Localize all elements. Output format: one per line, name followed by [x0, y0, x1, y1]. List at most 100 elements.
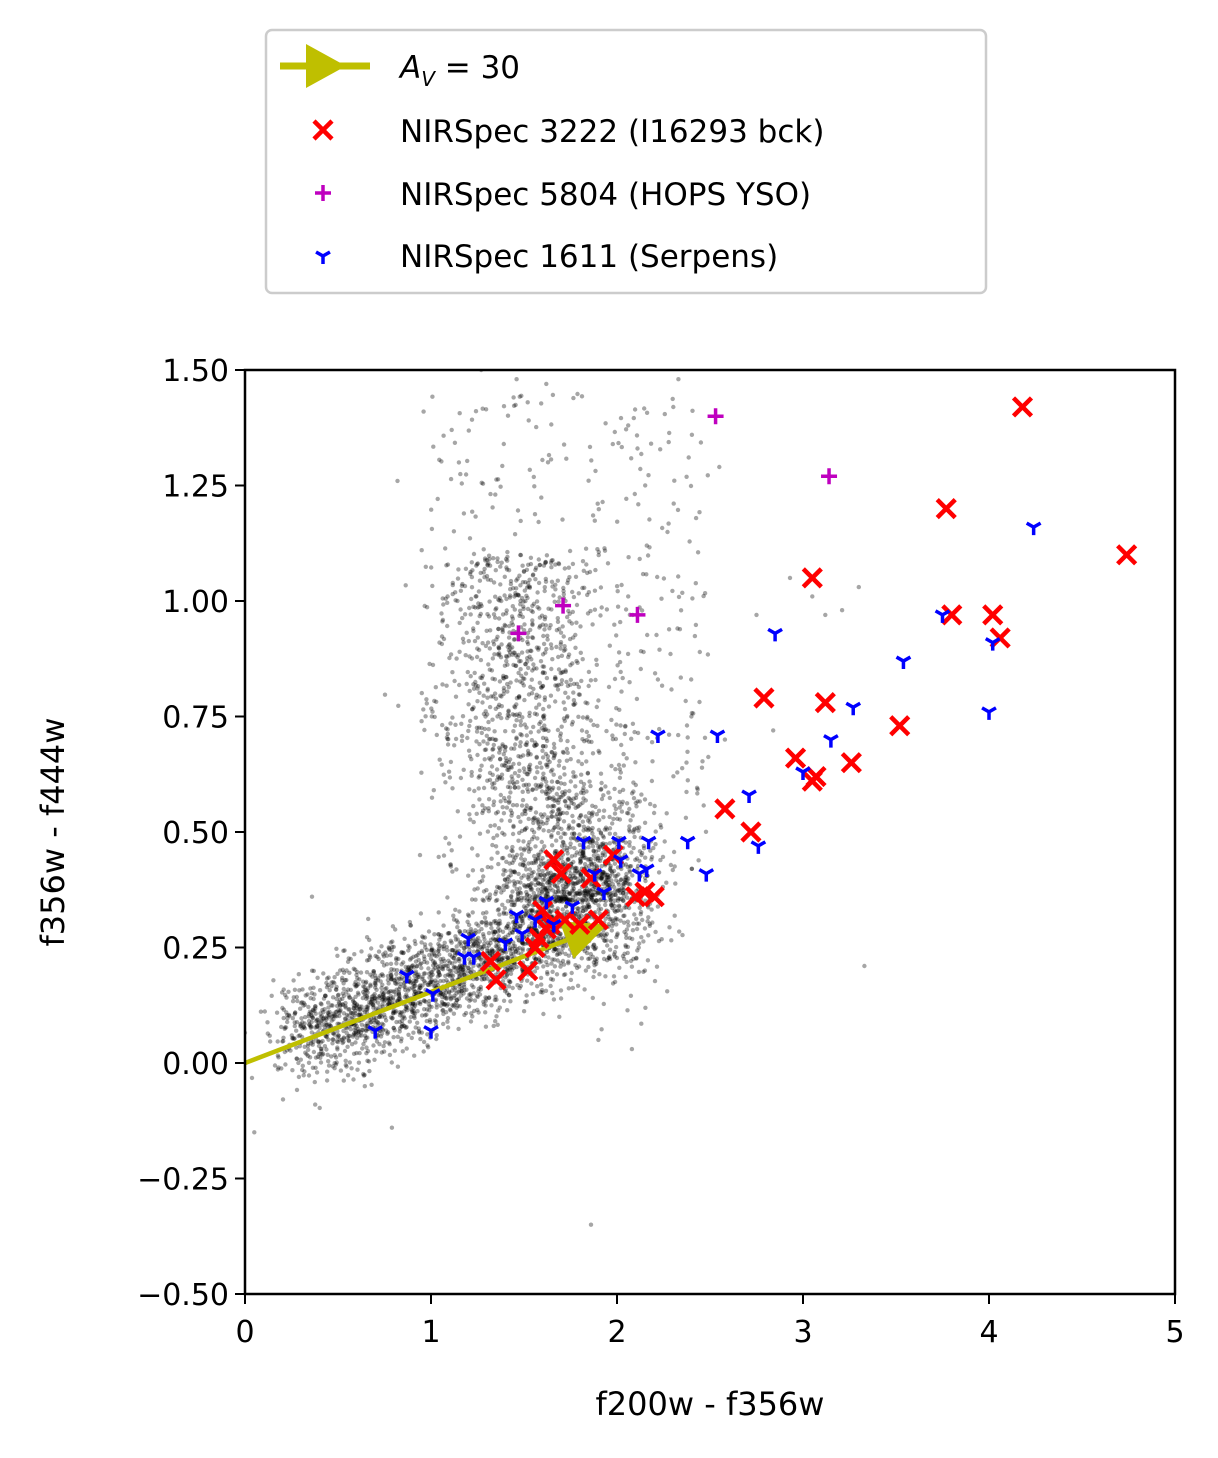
background-point [655, 574, 660, 580]
background-point [500, 902, 505, 907]
background-point [620, 799, 625, 804]
data-point-tri-down-marker [750, 840, 767, 854]
background-point [555, 779, 560, 785]
background-point [356, 1030, 361, 1035]
background-point [445, 562, 451, 567]
background-point [441, 923, 446, 928]
background-point [550, 977, 556, 982]
background-point [598, 872, 604, 877]
background-point [484, 910, 489, 915]
background-point [634, 433, 640, 438]
background-point [499, 772, 505, 777]
background-point [618, 723, 623, 728]
background-point [631, 828, 636, 833]
background-point [565, 856, 571, 862]
background-point [645, 958, 651, 963]
background-point [459, 943, 464, 948]
background-point [543, 789, 548, 795]
background-point [387, 1042, 392, 1047]
background-point [472, 670, 477, 676]
background-point [381, 991, 386, 996]
background-point [318, 1014, 323, 1020]
background-point [474, 993, 480, 998]
background-point [410, 1001, 416, 1006]
background-point [637, 825, 642, 830]
background-point [459, 993, 464, 998]
background-point [503, 798, 508, 804]
background-point [570, 985, 575, 991]
background-point [563, 881, 568, 886]
background-point [506, 933, 511, 938]
background-point [475, 976, 480, 981]
background-point [368, 1020, 373, 1025]
background-point [462, 1012, 467, 1018]
background-point [514, 377, 519, 382]
background-point [620, 890, 626, 896]
background-point [350, 997, 355, 1002]
background-point [552, 883, 558, 888]
background-point [488, 941, 493, 946]
legend-marker [315, 185, 331, 201]
background-point [507, 653, 512, 658]
background-point [457, 973, 462, 978]
background-point [684, 789, 689, 795]
background-point [435, 974, 441, 979]
background-point [508, 785, 513, 790]
background-point [609, 869, 615, 874]
background-point [285, 1013, 290, 1018]
background-point [549, 749, 554, 755]
background-point [347, 995, 352, 1000]
background-point [695, 550, 701, 555]
background-point [327, 1022, 332, 1027]
background-point [460, 967, 466, 972]
background-point [666, 732, 672, 737]
background-point [588, 608, 593, 614]
background-point [558, 781, 564, 786]
background-point [482, 937, 487, 942]
background-point [447, 655, 452, 661]
background-point [705, 473, 710, 478]
background-point [508, 971, 514, 976]
background-point [420, 976, 425, 982]
background-point [431, 444, 436, 449]
background-point [553, 889, 558, 895]
background-point [475, 941, 481, 946]
background-point [524, 867, 529, 872]
background-point [571, 698, 577, 703]
background-point [520, 940, 525, 946]
background-point [563, 894, 568, 899]
background-point [546, 876, 551, 882]
background-point [554, 884, 560, 889]
background-point [506, 685, 511, 690]
background-point [526, 766, 532, 772]
background-point [327, 1024, 332, 1029]
background-point [458, 588, 464, 593]
background-point [460, 967, 465, 972]
background-point [671, 501, 676, 506]
background-point [566, 795, 571, 801]
background-point [332, 1013, 337, 1018]
background-point [361, 1041, 366, 1047]
background-point [412, 989, 417, 994]
background-point [449, 969, 454, 974]
background-point [374, 987, 379, 992]
background-point [316, 1020, 321, 1025]
background-point [497, 1005, 502, 1010]
background-point [581, 855, 587, 860]
background-point [575, 660, 580, 665]
background-point [505, 972, 510, 977]
background-point [570, 826, 575, 831]
background-point [583, 888, 588, 894]
background-point [331, 1017, 336, 1022]
background-point [462, 612, 468, 617]
background-point [495, 908, 501, 913]
background-point [525, 630, 531, 636]
background-point [353, 1029, 359, 1034]
background-point [534, 818, 539, 823]
background-point [322, 993, 328, 999]
background-point [611, 974, 617, 979]
background-point [516, 694, 522, 699]
background-point [509, 848, 514, 853]
background-point [550, 809, 555, 814]
background-point [305, 992, 310, 997]
